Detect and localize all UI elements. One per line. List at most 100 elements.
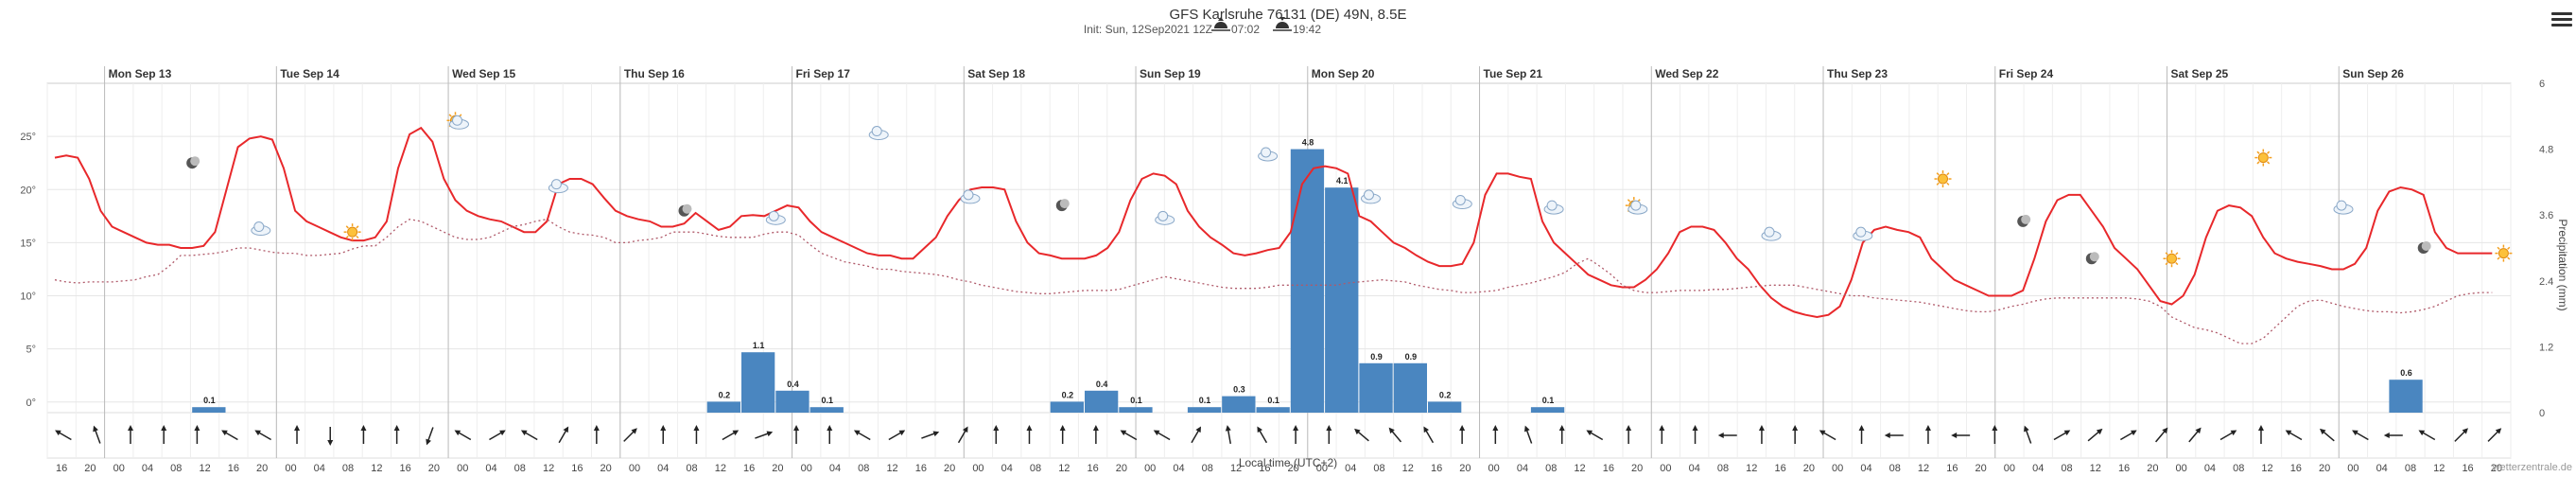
wind-arrow-icon (957, 426, 968, 444)
hour-label: 08 (858, 463, 869, 474)
wind-arrow-head (1692, 425, 1698, 431)
wind-arrow-head (1326, 425, 1332, 431)
wind-arrow-head (1792, 425, 1799, 431)
sunrise-icon (1211, 17, 1230, 31)
cloud-puff (1364, 189, 1374, 201)
wind-arrow-head (563, 426, 569, 433)
y-right-tick: 0 (2539, 408, 2545, 419)
sun-ray (2507, 256, 2511, 260)
wind-arrow-head (827, 425, 833, 431)
cloud-icon (1155, 210, 1175, 225)
wind-arrow-head (1586, 430, 1593, 436)
sun-ray (2267, 161, 2271, 165)
sun-disc (2167, 253, 2177, 264)
sun-ray (2165, 252, 2168, 256)
day-label: Mon Sep 13 (109, 67, 172, 80)
wind-arrow-icon (393, 425, 400, 444)
hour-label: 12 (2433, 463, 2445, 474)
wind-arrow-head (1092, 425, 1099, 431)
wind-arrow-icon (1758, 425, 1765, 444)
wind-arrow-head (1758, 425, 1765, 431)
hour-label: 12 (371, 463, 382, 474)
cloud-puff (2336, 200, 2347, 211)
cloud-puff (1546, 200, 1558, 211)
hour-label: 04 (1517, 463, 1528, 474)
hour-label: 12 (886, 463, 897, 474)
precip-label: 0.2 (719, 390, 731, 399)
precip-label: 0.1 (1542, 396, 1555, 405)
precipitation-bars (192, 149, 2423, 413)
wind-arrow-icon (1257, 426, 1268, 444)
hour-label: 04 (657, 463, 669, 474)
sun-disc (2498, 248, 2509, 259)
wind-arrow-head (2024, 425, 2029, 433)
hour-label: 04 (1860, 463, 1871, 474)
precip-bar (1187, 407, 1222, 413)
wind-arrow-icon (1293, 425, 1299, 444)
wind-arrow-icon (426, 427, 434, 446)
wind-arrow-head (1659, 425, 1665, 431)
wind-arrow-head (1924, 425, 1931, 431)
cloud-icon (868, 126, 889, 141)
y-right-tick: 1.2 (2539, 342, 2553, 353)
sunset-icon (1273, 17, 1292, 31)
hour-label: 16 (743, 463, 755, 474)
hour-label: 16 (2118, 463, 2130, 474)
wind-arrow-icon (2319, 428, 2335, 442)
wind-arrow-head (932, 431, 940, 437)
precip-bar (1530, 407, 1565, 413)
wind-arrow-icon (93, 425, 101, 444)
y-left-tick: 25° (20, 132, 36, 143)
wind-arrow-head (693, 425, 700, 431)
hour-label: 04 (1001, 463, 1013, 474)
hour-label: 08 (342, 463, 354, 474)
wind-arrow-head (1884, 433, 1890, 438)
wind-arrow-icon (360, 425, 367, 444)
wind-arrow-icon (2383, 433, 2403, 438)
chart-title: GFS Karlsruhe 76131 (DE) 49N, 8.5E (1170, 7, 1407, 23)
cloud-icon (1761, 226, 1782, 241)
wind-arrow-head (1293, 425, 1299, 431)
hour-label: 04 (1173, 463, 1184, 474)
cloud-puff (1157, 210, 1169, 221)
wind-arrow-icon (1586, 430, 1604, 441)
wind-arrow-icon (1225, 425, 1231, 444)
hour-label: 00 (801, 463, 812, 474)
hour-label: 16 (571, 463, 583, 474)
precip-bar (2389, 380, 2423, 413)
day-label: Fri Sep 24 (1999, 67, 2054, 80)
hour-label: 08 (1717, 463, 1729, 474)
cloud-puff (253, 221, 265, 233)
sun-cloud-icon (446, 112, 469, 130)
wind-arrow-head (793, 425, 800, 431)
hour-label: 16 (1774, 463, 1785, 474)
wind-arrow-icon (1153, 430, 1171, 441)
wind-arrow-icon (2219, 430, 2237, 441)
hour-label: 16 (2462, 463, 2473, 474)
wind-arrow-head (1153, 430, 1160, 436)
day-label: Fri Sep 17 (796, 67, 851, 80)
wind-arrow-icon (2155, 427, 2168, 443)
y-right-tick: 3.6 (2539, 210, 2553, 221)
menu-button[interactable] (2551, 9, 2572, 28)
precip-label: 0.2 (1062, 390, 1074, 399)
moon-shade (2021, 214, 2031, 224)
precip-bar (1085, 390, 1119, 413)
sun-cloud-icon (1625, 197, 1648, 215)
chart-subtitle: Init: Sun, 12Sep2021 12Z (1084, 23, 1212, 36)
wind-arrow-head (2257, 425, 2264, 431)
day-labels: Mon Sep 13 Tue Sep 14 Wed Sep 15 Thu Sep 16… (104, 66, 2404, 458)
hour-label: 16 (1603, 463, 1614, 474)
dewpoint-line (54, 219, 2493, 344)
wind-arrow-icon (161, 425, 167, 444)
hour-label: 20 (84, 463, 96, 474)
sun-ray (2256, 161, 2260, 165)
wind-arrow-head (520, 430, 528, 436)
hour-label: 08 (686, 463, 697, 474)
day-label: Wed Sep 22 (1655, 67, 1718, 80)
hour-label: 12 (543, 463, 554, 474)
cloud-puff (768, 210, 779, 221)
wind-arrow-head (2352, 430, 2358, 436)
hour-label: 20 (944, 463, 955, 474)
wind-arrow-head (853, 430, 861, 436)
